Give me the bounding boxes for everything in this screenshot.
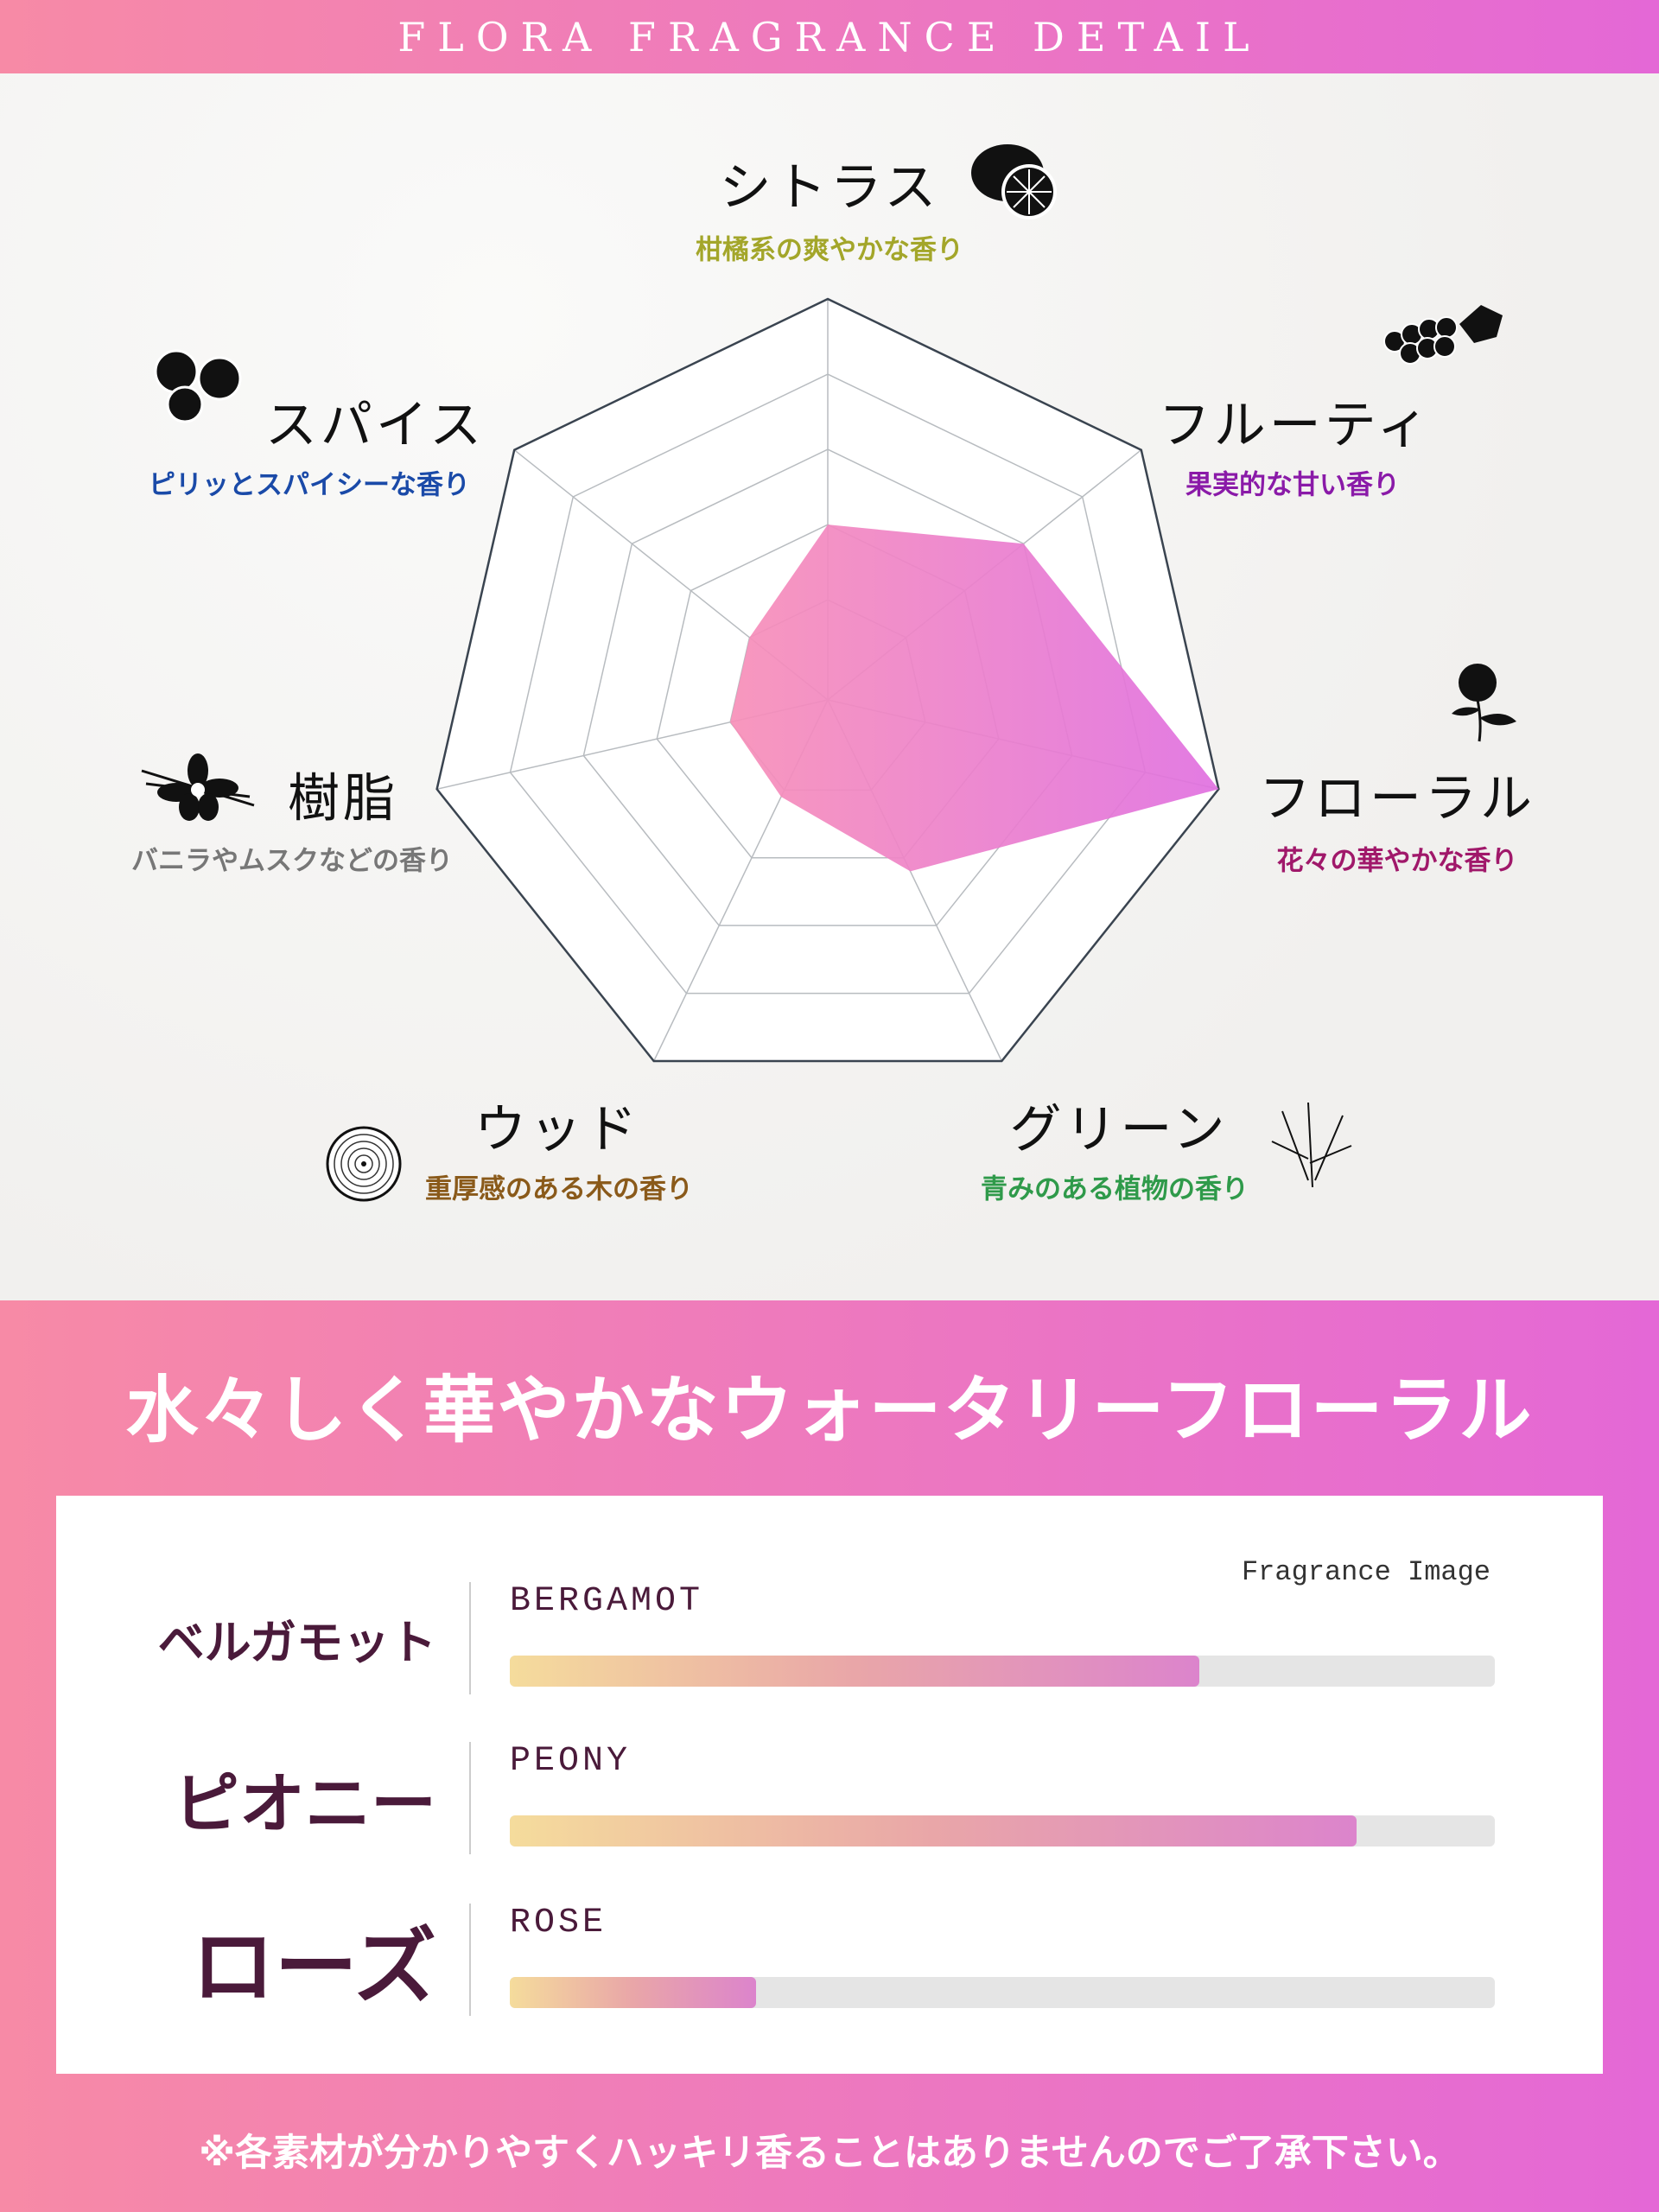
summary-section: 水々しく華やかなウォータリーフローラル Fragrance Image ベルガモ… [0, 1300, 1659, 2212]
vanilla-icon [137, 753, 258, 826]
peppercorn-icon [150, 347, 245, 429]
radar-data-area [730, 524, 1219, 872]
axis-label: 樹脂 [288, 768, 398, 830]
note-jp-label: ピオニー [174, 1765, 436, 1842]
axis-label: スパイス [264, 395, 486, 456]
note-level-bar [510, 1815, 1495, 1847]
note-level-fill [510, 1977, 756, 2008]
radar-grid-ring [509, 373, 1147, 995]
axis-label: フルーティ [1158, 395, 1433, 456]
divider [469, 1904, 471, 2016]
notes-card: Fragrance Image ベルガモット BERGAMOT ピオニー PEO… [56, 1496, 1603, 2074]
fragrance-headline: 水々しく華やかなウォータリーフローラル [125, 1367, 1534, 1452]
note-row-rose: ローズ ROSE [56, 1904, 1603, 2016]
axis-label: フローラル [1259, 768, 1535, 830]
note-level-bar [510, 1977, 1495, 2008]
note-en-label: BERGAMOT [510, 1582, 704, 1621]
note-jp-label: ローズ [191, 1917, 436, 2016]
axis-description: バニラやムスクなどの香り [131, 845, 453, 877]
page-title: FLORA FRAGRANCE DETAIL [397, 13, 1262, 60]
note-level-fill [510, 1815, 1357, 1847]
divider [469, 1742, 471, 1854]
grape-icon [1377, 298, 1507, 379]
lemon-icon [969, 138, 1064, 228]
axis-description: 柑橘系の爽やかな香り [696, 234, 963, 266]
note-row-bergamot: ベルガモット BERGAMOT [56, 1582, 1603, 1694]
radar-outer-ring [435, 297, 1220, 1063]
note-level-bar [510, 1656, 1495, 1687]
axis-description: ピリッとスパイシーな香り [149, 469, 470, 501]
axis-label: グリーン [1009, 1099, 1229, 1160]
note-level-fill [510, 1656, 1199, 1687]
axis-description: 果実的な甘い香り [1185, 469, 1400, 501]
note-en-label: ROSE [510, 1904, 607, 1942]
radar-chart [435, 297, 1220, 1063]
herb-icon [1265, 1094, 1360, 1192]
axis-label: ウッド [474, 1099, 640, 1160]
wood-slice-icon [325, 1125, 403, 1206]
note-jp-label: ベルガモット [157, 1614, 436, 1670]
note-en-label: PEONY [510, 1742, 632, 1781]
axis-description: 重厚感のある木の香り [425, 1173, 693, 1205]
axis-label: シトラス [719, 157, 940, 219]
header-banner: FLORA FRAGRANCE DETAIL [0, 0, 1659, 73]
disclaimer: ※各素材が分かりやすくハッキリ香ることはありませんのでご了承下さい。 [199, 2132, 1460, 2175]
note-row-peony: ピオニー PEONY [56, 1742, 1603, 1854]
radar-section: シトラス 柑橘系の爽やかな香り フルーティ 果実的な甘い香り フローラル 花々の… [0, 73, 1659, 1300]
fragrance-image-legend: Fragrance Image [1241, 1556, 1491, 1588]
axis-description: 花々の華やかな香り [1276, 845, 1518, 877]
axis-description: 青みのある植物の香り [981, 1173, 1249, 1205]
flower-icon [1443, 657, 1521, 747]
divider [469, 1582, 471, 1694]
